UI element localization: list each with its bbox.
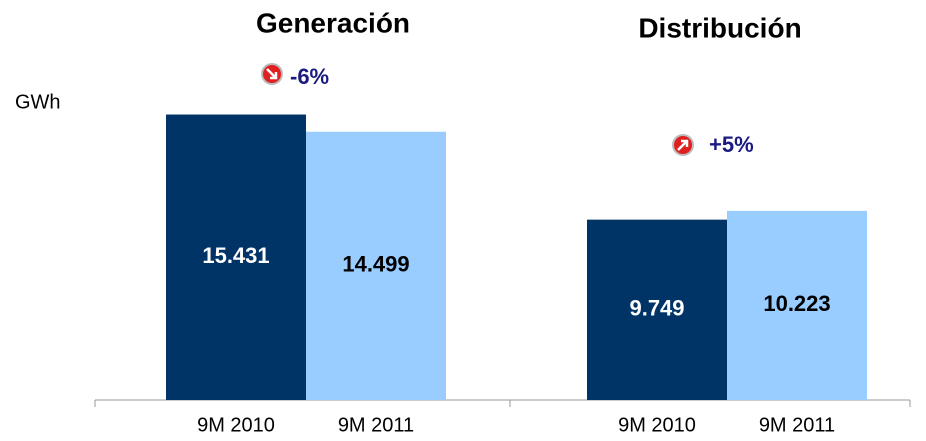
value-label: 15.431 [202, 243, 269, 268]
bar [587, 219, 727, 400]
y-axis-label: GWh [15, 91, 61, 113]
up-icon [672, 134, 694, 156]
chart-title: Distribución [638, 12, 801, 43]
down-icon [261, 63, 283, 85]
bar [166, 114, 306, 401]
x-tick-label: 9M 2010 [197, 414, 275, 436]
x-tick-label: 9M 2010 [618, 414, 696, 436]
x-tick-label: 9M 2011 [338, 414, 414, 436]
x-tick-label: 9M 2011 [759, 414, 835, 436]
annotation: -6% [290, 64, 329, 89]
annotation: +5% [709, 132, 754, 157]
chart-title: Generación [256, 7, 410, 38]
value-label: 9.749 [629, 296, 684, 321]
bar [727, 210, 867, 400]
value-label: 14.499 [342, 252, 409, 277]
value-label: 10.223 [763, 291, 830, 316]
bar [306, 131, 446, 400]
